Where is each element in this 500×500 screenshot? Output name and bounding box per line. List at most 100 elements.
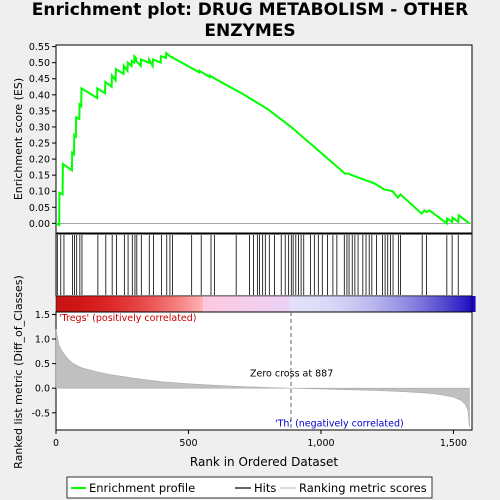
colorbar-segment [373, 296, 377, 312]
metric-y-tick-label: 1.5 [35, 310, 50, 321]
colorbar-segment [124, 296, 129, 312]
colorbar-segment [211, 296, 216, 312]
colorbar-segment [382, 296, 386, 312]
colorbar-segment [361, 296, 365, 312]
x-tick-label: 0 [53, 438, 59, 449]
colorbar-segment [256, 296, 261, 312]
colorbar-segment [226, 296, 231, 312]
metric-panel: -0.5 0.0 0.5 1.0 1.5 'Tregs' (positively corr… [12, 275, 473, 469]
x-axis-label: Rank in Ordered Dataset [190, 455, 338, 469]
colorbar-segment [67, 296, 72, 312]
x-tick-label: 500 [179, 438, 197, 449]
colorbar-segment [466, 296, 470, 312]
positive-class-label: 'Tregs' (positively correlated) [59, 313, 197, 324]
colorbar-segment [151, 296, 156, 312]
colorbar-segment [115, 296, 120, 312]
es-y-tick-label: 0.25 [29, 139, 50, 150]
colorbar-segment [76, 296, 81, 312]
colorbar-segment [73, 296, 78, 312]
colorbar-segment [199, 296, 204, 312]
colorbar-segment [295, 296, 299, 312]
colorbar-segment [364, 296, 368, 312]
colorbar-segment [169, 296, 174, 312]
colorbar-segment [322, 296, 326, 312]
colorbar-segment [340, 296, 344, 312]
colorbar-segment [463, 296, 467, 312]
colorbar-segment [283, 296, 288, 312]
colorbar-segment [100, 296, 105, 312]
colorbar-segment [427, 296, 431, 312]
colorbar-segment [298, 296, 302, 312]
colorbar-segment [277, 296, 282, 312]
colorbar-segment [454, 296, 458, 312]
colorbar-segment [196, 296, 201, 312]
colorbar-segment [208, 296, 213, 312]
colorbar-segment [319, 296, 323, 312]
colorbar-segment [457, 296, 461, 312]
colorbar-segment [241, 296, 246, 312]
metric-y-axis-label: Ranked list metric (Diff_of_Classes) [12, 275, 25, 469]
colorbar-segment [265, 296, 270, 312]
ranking-metric-area [55, 329, 470, 428]
colorbar-segment [205, 296, 210, 312]
x-tick-label: 1,000 [307, 438, 334, 449]
es-y-tick-label: 0.00 [29, 219, 50, 230]
hits-panel [55, 233, 473, 297]
hits-area [55, 233, 473, 297]
colorbar-segment [202, 296, 207, 312]
colorbar-segment [289, 296, 294, 312]
colorbar-segment [130, 296, 135, 312]
colorbar-segment [385, 296, 389, 312]
es-y-tick-label: 0.35 [29, 106, 50, 117]
colorbar-segment [379, 296, 383, 312]
legend: Enrichment profile Hits Ranking metric sco… [66, 476, 433, 499]
es-y-tick-label: 0.20 [29, 155, 50, 166]
colorbar-segment [232, 296, 237, 312]
colorbar-segment [56, 296, 60, 312]
colorbar-segment [343, 296, 347, 312]
colorbar-segment [217, 296, 222, 312]
colorbar-segment [436, 296, 440, 312]
colorbar-segment [424, 296, 428, 312]
colorbar-segment [109, 296, 114, 312]
colorbar-segment [376, 296, 380, 312]
colorbar-segment [97, 296, 102, 312]
legend-label-hits: Hits [254, 481, 276, 495]
colorbar-segment [286, 296, 291, 312]
colorbar-segment [409, 296, 413, 312]
colorbar-segment [166, 296, 171, 312]
colorbar-segment [412, 296, 416, 312]
colorbar-segment [214, 296, 219, 312]
colorbar-segment [238, 296, 243, 312]
colorbar-segment [136, 296, 141, 312]
colorbar-segment [439, 296, 443, 312]
es-y-tick-label: 0.45 [29, 74, 50, 85]
colorbar-segment [448, 296, 452, 312]
colorbar-segment [91, 296, 96, 312]
colorbar-segment [403, 296, 407, 312]
colorbar-segment [178, 296, 183, 312]
colorbar-segment [88, 296, 93, 312]
colorbar-segment [79, 296, 84, 312]
colorbar-segment [418, 296, 422, 312]
colorbar-segment [172, 296, 177, 312]
legend-label-enrichment: Enrichment profile [89, 481, 195, 495]
colorbar-segment [394, 296, 398, 312]
colorbar-segment [274, 296, 279, 312]
colorbar-segment [400, 296, 404, 312]
colorbar-segment [331, 296, 335, 312]
metric-plot-area [55, 311, 473, 431]
colorbar-segment [421, 296, 425, 312]
colorbar-segment [106, 296, 111, 312]
colorbar-segment [268, 296, 273, 312]
colorbar-segment [370, 296, 374, 312]
colorbar-segment [349, 296, 353, 312]
colorbar-segment [61, 296, 66, 312]
es-y-tick-label: 0.55 [29, 42, 50, 53]
colorbar-segment [223, 296, 228, 312]
colorbar-segment [388, 296, 392, 312]
negative-class-label: 'Th' (negatively correlated) [275, 419, 404, 430]
colorbar-segment [313, 296, 317, 312]
colorbar-segment [148, 296, 153, 312]
